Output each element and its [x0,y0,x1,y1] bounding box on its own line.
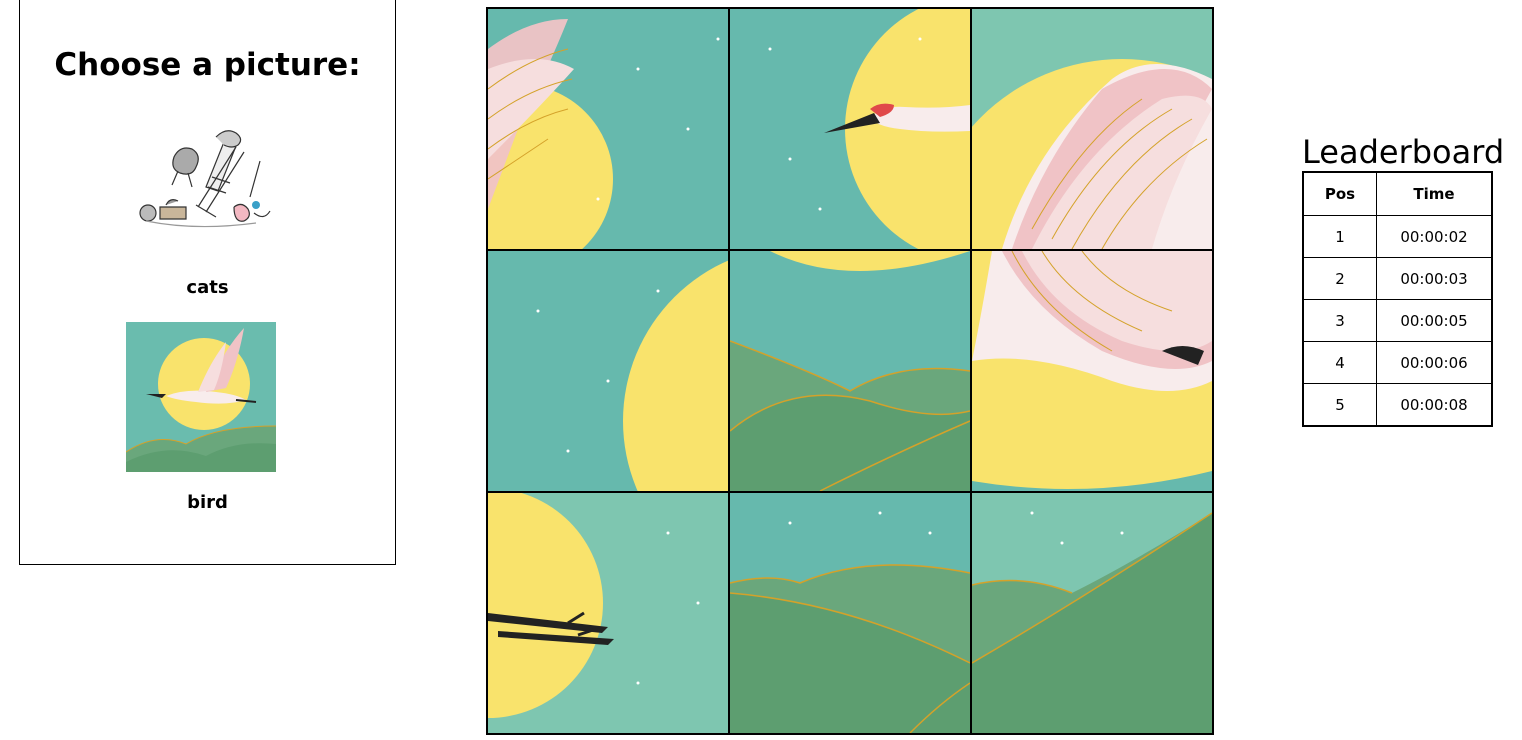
table-row: 2 00:00:03 [1302,257,1493,300]
puzzle-tile-2[interactable] [730,9,970,249]
chooser-title: Choose a picture: [54,47,361,83]
picture-option-cats[interactable]: cats [20,117,395,307]
puzzle-tile-8[interactable] [730,493,970,733]
leaderboard-header-row: Pos Time [1302,171,1493,216]
cats-thumbnail[interactable] [126,117,276,267]
puzzle-board [486,7,1214,735]
leaderboard-table: Pos Time 1 00:00:02 2 00:00:03 3 00:00:0… [1302,171,1493,427]
row-time: 00:00:05 [1376,299,1493,342]
bird-thumbnail[interactable] [126,322,276,472]
row-time: 00:00:03 [1376,257,1493,300]
puzzle-tile-1[interactable] [488,9,728,249]
row-time: 00:00:02 [1376,215,1493,258]
row-pos: 5 [1302,383,1377,427]
puzzle-tile-7[interactable] [488,493,728,733]
picture-option-label-bird: bird [187,492,228,513]
picture-option-label-cats: cats [186,277,229,298]
puzzle-tile-5[interactable] [730,251,970,491]
header-pos: Pos [1302,171,1377,216]
table-row: 5 00:00:08 [1302,383,1493,427]
header-time: Time [1376,171,1493,216]
leaderboard-title: Leaderboard [1302,133,1505,171]
puzzle-tile-4[interactable] [488,251,728,491]
row-pos: 3 [1302,299,1377,342]
row-time: 00:00:06 [1376,341,1493,384]
row-time: 00:00:08 [1376,383,1493,427]
puzzle-tile-3[interactable] [972,9,1212,249]
table-row: 4 00:00:06 [1302,341,1493,384]
picture-chooser-panel: Choose a picture: cats [19,0,396,565]
picture-option-bird[interactable]: bird [20,322,395,522]
table-row: 3 00:00:05 [1302,299,1493,342]
row-pos: 4 [1302,341,1377,384]
row-pos: 2 [1302,257,1377,300]
row-pos: 1 [1302,215,1377,258]
puzzle-tile-6[interactable] [972,251,1212,491]
table-row: 1 00:00:02 [1302,215,1493,258]
puzzle-tile-9[interactable] [972,493,1212,733]
